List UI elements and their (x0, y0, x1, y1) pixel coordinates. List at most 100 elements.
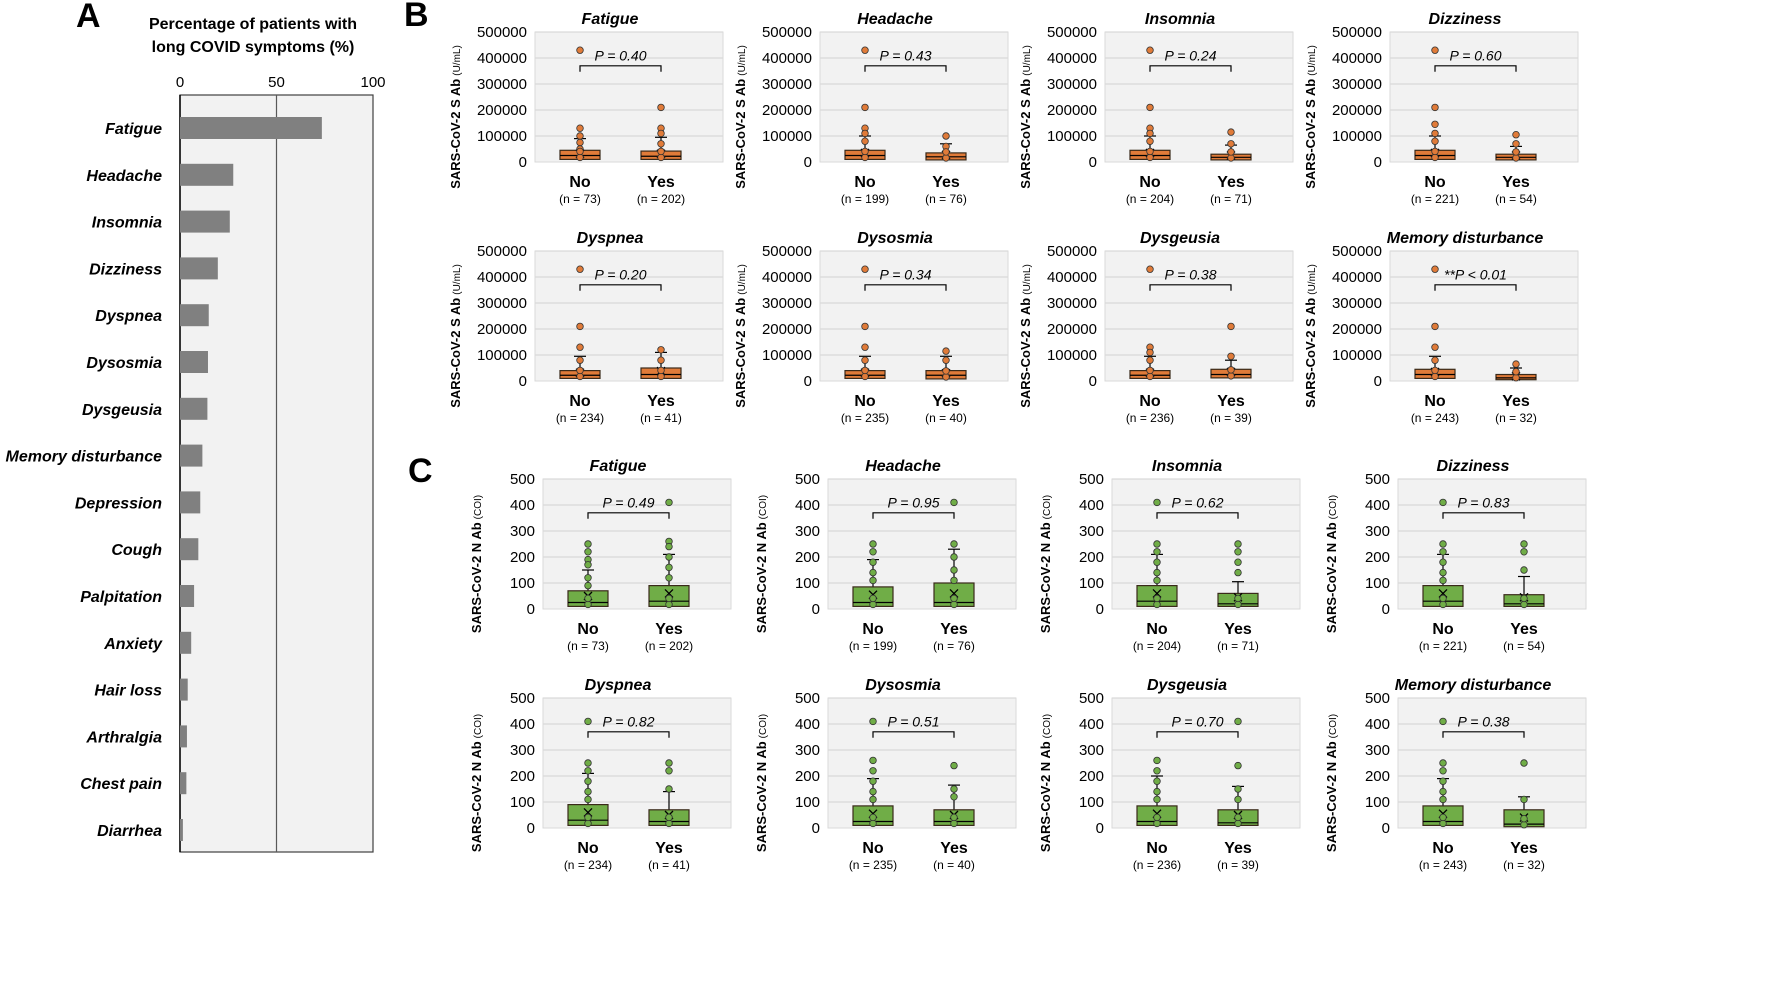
subplot-memory-disturbance: 0 100000 200000 300000 400000 500000 SARS-CoV-… (1303, 230, 1579, 425)
group-label: Yes (1217, 393, 1245, 410)
significance-bracket (1434, 65, 1517, 72)
subplot-title: Memory disturbance (1395, 677, 1552, 694)
y-axis-label-unit: (U/mL) (1307, 45, 1318, 76)
box-yes (640, 103, 682, 162)
box-no (1129, 265, 1171, 381)
box-yes (933, 498, 975, 609)
data-point (869, 576, 877, 585)
data-point (1146, 348, 1154, 357)
subplot-dysgeusia: 0 100 200 300 400 500 SARS-CoV-2 N Ab (COI) Dysg… (1038, 677, 1301, 872)
y-tick-label: 300000 (477, 295, 527, 312)
y-tick-label: 400 (1079, 497, 1104, 514)
data-point (869, 548, 877, 556)
data-point (665, 785, 673, 793)
bar-chest-pain (180, 772, 187, 795)
y-axis-label-main: SARS-CoV-2 N Ab (754, 741, 769, 852)
y-axis-label-unit: (COI) (1328, 495, 1339, 519)
subplot-fatigue: 0 100000 200000 300000 400000 500000 SARS-CoV-… (448, 11, 724, 206)
box-yes (1217, 540, 1259, 609)
p-value-label: P = 0.38 (1164, 267, 1216, 283)
y-tick-label: 300000 (1047, 295, 1097, 312)
data-point (665, 759, 673, 767)
data-point (1153, 568, 1161, 577)
data-point (1512, 140, 1520, 148)
data-point (1439, 717, 1447, 726)
box-no (567, 540, 609, 609)
group-label: No (569, 393, 591, 410)
data-point (1227, 366, 1235, 374)
significance-bracket (1156, 731, 1239, 738)
group-n-label: (n = 40) (925, 411, 967, 425)
data-point (584, 717, 592, 726)
group-label: Yes (647, 174, 675, 191)
y-tick-label: 400000 (1047, 50, 1097, 67)
p-value-label: P = 0.40 (594, 48, 646, 64)
category-label: Dysosmia (86, 355, 162, 372)
y-tick-label: 200 (1079, 549, 1104, 566)
y-tick-label: 500 (1079, 471, 1104, 488)
y-tick-label: 0 (812, 820, 820, 837)
data-point (665, 553, 673, 561)
box-no (852, 540, 894, 609)
data-point (665, 813, 673, 822)
subplot-dizziness: 0 100000 200000 300000 400000 500000 SARS-CoV-… (1303, 11, 1579, 206)
y-axis-label-unit: (COI) (473, 714, 484, 738)
data-point (1234, 540, 1242, 548)
y-tick-label: 300000 (477, 76, 527, 93)
bar-dyspnea (180, 304, 209, 327)
p-value-label: **P < 0.01 (1444, 267, 1507, 283)
data-point (576, 265, 584, 273)
y-tick-label: 300 (1079, 742, 1104, 759)
y-axis-label-main: SARS-CoV-2 N Ab (1324, 741, 1339, 852)
group-n-label: (n = 41) (648, 858, 690, 872)
data-point (1227, 128, 1235, 136)
y-axis-label-unit: (U/mL) (1022, 264, 1033, 295)
y-tick-label: 0 (1382, 601, 1390, 618)
y-tick-label: 400 (795, 497, 820, 514)
plot-area (819, 250, 1009, 382)
y-axis-label: SARS-CoV-2 S Ab (U/mL) (1303, 264, 1318, 408)
data-point (1431, 137, 1439, 145)
bar-headache (180, 163, 234, 186)
data-point (869, 558, 877, 566)
data-point (942, 347, 950, 355)
data-point (1439, 498, 1447, 507)
box-no (1422, 717, 1464, 828)
data-point (1439, 795, 1447, 804)
data-point (1146, 46, 1154, 54)
group-label: Yes (932, 393, 960, 410)
group-label: No (569, 174, 591, 191)
group-label: No (577, 621, 599, 638)
y-tick-label: 200000 (1332, 321, 1382, 338)
subplot-title: Dysosmia (865, 677, 941, 694)
data-point (665, 498, 673, 507)
data-point (861, 322, 869, 331)
subplot-title: Headache (857, 11, 933, 28)
y-tick-label: 200000 (1047, 102, 1097, 119)
group-label: Yes (1502, 174, 1530, 191)
y-axis-label-main: SARS-CoV-2 S Ab (1018, 79, 1033, 189)
box-yes (1503, 759, 1545, 829)
y-tick-label: 200 (795, 549, 820, 566)
group-n-label: (n = 54) (1495, 192, 1537, 206)
data-point (1153, 594, 1161, 603)
y-tick-label: 0 (1089, 373, 1097, 390)
significance-bracket (864, 284, 947, 291)
data-point (1520, 566, 1528, 574)
data-point (1431, 265, 1439, 273)
group-n-label: (n = 39) (1217, 858, 1259, 872)
plot-area (1104, 250, 1294, 382)
group-n-label: (n = 199) (849, 639, 897, 653)
data-point (1146, 103, 1154, 112)
y-tick-label: 100000 (477, 347, 527, 364)
y-tick-label: 200000 (762, 102, 812, 119)
significance-bracket (1149, 65, 1232, 72)
p-value-label: P = 0.82 (602, 714, 654, 730)
group-label: Yes (1224, 840, 1252, 857)
subplot-title: Dizziness (1429, 11, 1502, 28)
subplot-dysosmia: 0 100 200 300 400 500 SARS-CoV-2 N Ab (COI) Dyso… (754, 677, 1017, 872)
y-axis-label: SARS-CoV-2 N Ab (COI) (1324, 495, 1339, 633)
subplot-title: Insomnia (1145, 11, 1215, 28)
data-point (1431, 46, 1439, 54)
p-value-label: P = 0.51 (887, 714, 939, 730)
